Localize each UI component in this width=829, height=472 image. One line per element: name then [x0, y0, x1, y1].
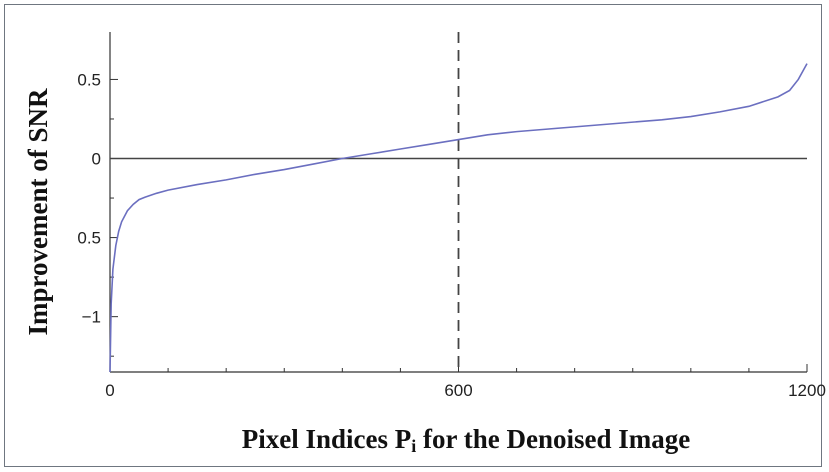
- y-tick-label-2: 0.5: [77, 229, 101, 248]
- x-axis-title: Pixel Indices Pi for the Denoised Image: [242, 424, 691, 456]
- y-tick-label-0: 0.5: [77, 70, 101, 89]
- x-tick-label-0: 0: [105, 381, 114, 400]
- chart-frame: [4, 4, 822, 467]
- reference-lines: [110, 32, 807, 372]
- y-tick-label-3: −1: [82, 308, 101, 327]
- y-axis-title: Improvement of SNR: [23, 88, 53, 335]
- y-tick-label-1: 0: [92, 150, 101, 169]
- tick-labels: 0 600 1200 0.5 0 0.5 −1: [77, 70, 826, 400]
- x-tick-label-1: 600: [444, 381, 472, 400]
- series-line: [109, 63, 808, 373]
- x-tick-label-2: 1200: [788, 381, 826, 400]
